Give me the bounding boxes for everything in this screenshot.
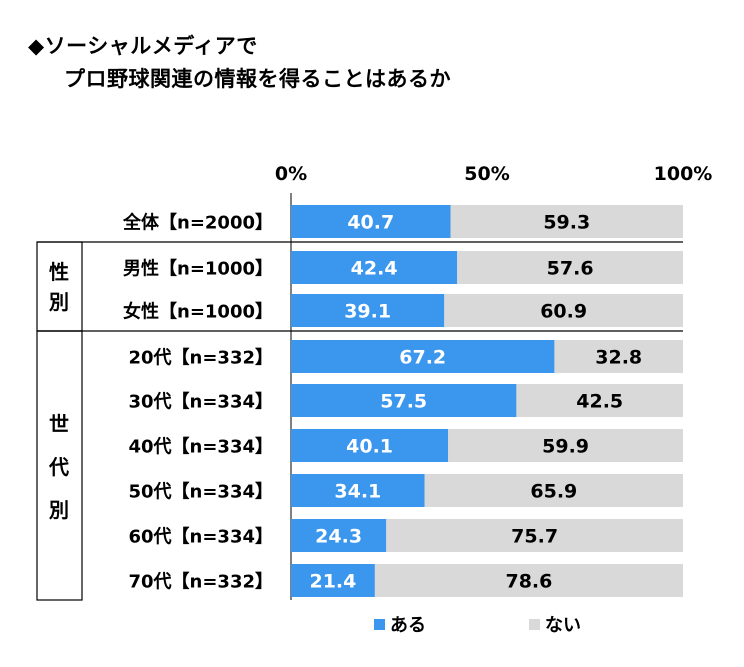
data-label-aru: 34.1 xyxy=(334,481,381,503)
category-label: 60代【n=334】 xyxy=(128,527,273,548)
bar-nai xyxy=(448,429,683,462)
bar-aru xyxy=(291,519,387,552)
data-label-nai: 59.9 xyxy=(542,436,589,458)
data-label-nai: 65.9 xyxy=(530,481,577,503)
bar-aru xyxy=(291,251,458,284)
legend-label-aru: ある xyxy=(390,615,426,636)
legend-label-nai: ない xyxy=(545,615,581,636)
category-label: 50代【n=334】 xyxy=(128,482,273,503)
chart-title-line-2: プロ野球関連の情報を得ることはあるか xyxy=(64,67,451,91)
data-label-nai: 59.3 xyxy=(543,212,590,234)
data-label-nai: 60.9 xyxy=(540,301,587,323)
data-label-nai: 42.5 xyxy=(576,391,623,413)
bar-aru xyxy=(291,564,375,597)
x-tick-label: 0% xyxy=(275,163,307,185)
data-label-aru: 57.5 xyxy=(380,391,427,413)
data-label-aru: 39.1 xyxy=(344,301,391,323)
category-label: 20代【n=332】 xyxy=(128,348,273,369)
category-label: 30代【n=334】 xyxy=(128,392,273,413)
legend-swatch-aru xyxy=(374,619,385,630)
group-box-generation xyxy=(36,330,83,601)
data-label-nai: 78.6 xyxy=(505,571,552,593)
bar-nai xyxy=(516,384,683,417)
data-label-aru: 24.3 xyxy=(315,526,362,548)
data-label-nai: 32.8 xyxy=(595,347,642,369)
category-label: 70代【n=332】 xyxy=(128,572,273,593)
group-label-gender: 性 xyxy=(49,260,69,284)
bar-nai xyxy=(457,251,683,284)
chart-title-line-1: ◆ソーシャルメディアで xyxy=(28,34,258,58)
bar-aru xyxy=(291,340,555,373)
data-label-nai: 75.7 xyxy=(511,526,558,548)
bar-aru xyxy=(291,474,425,507)
group-label-gender: 別 xyxy=(49,290,69,314)
legend-swatch-nai xyxy=(529,619,540,630)
group-label-generation: 別 xyxy=(49,498,69,522)
category-label: 男性【n=1000】 xyxy=(123,258,273,280)
category-label: 40代【n=334】 xyxy=(128,437,273,458)
bar-nai xyxy=(554,340,683,373)
data-label-aru: 42.4 xyxy=(351,258,398,280)
category-label: 全体【n=2000】 xyxy=(122,212,273,234)
bar-aru xyxy=(291,384,517,417)
bar-nai xyxy=(424,474,683,507)
bar-nai xyxy=(444,294,683,327)
bar-nai xyxy=(386,519,683,552)
bar-aru xyxy=(291,205,451,238)
bar-aru xyxy=(291,294,445,327)
data-label-aru: 67.2 xyxy=(399,347,446,369)
data-label-nai: 57.6 xyxy=(547,258,594,280)
x-tick-label: 50% xyxy=(464,163,509,185)
data-label-aru: 40.1 xyxy=(346,436,393,458)
group-label-generation: 代 xyxy=(48,455,69,479)
data-label-aru: 21.4 xyxy=(309,571,356,593)
group-label-generation: 世 xyxy=(49,412,69,436)
bar-nai xyxy=(450,205,683,238)
category-label: 女性【n=1000】 xyxy=(123,301,273,323)
data-label-aru: 40.7 xyxy=(347,212,394,234)
bar-nai xyxy=(374,564,683,597)
x-tick-label: 100% xyxy=(654,163,713,185)
group-box-gender xyxy=(36,241,83,332)
bar-aru xyxy=(291,429,449,462)
